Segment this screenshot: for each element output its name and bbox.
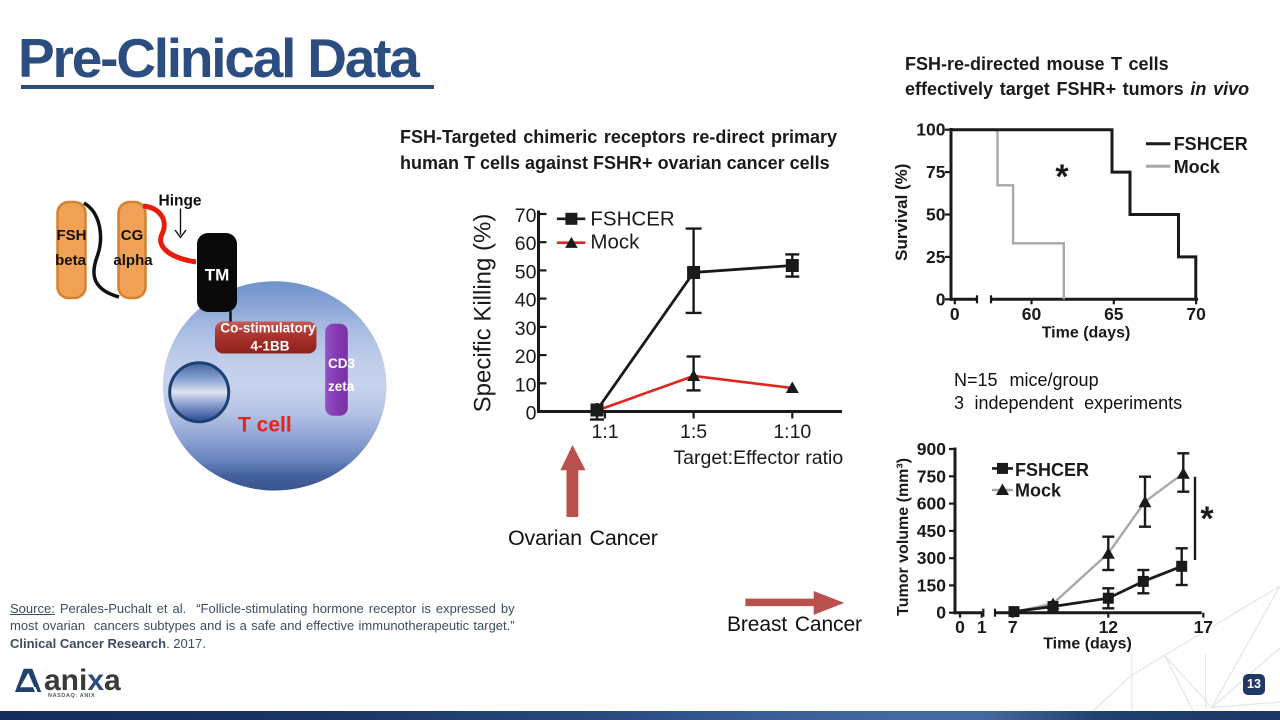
svg-text:10: 10 bbox=[515, 374, 537, 396]
svg-text:0: 0 bbox=[936, 289, 946, 309]
svg-text:CG: CG bbox=[121, 227, 144, 244]
svg-text:1:5: 1:5 bbox=[680, 421, 707, 443]
svg-text:20: 20 bbox=[515, 346, 537, 368]
svg-text:alpha: alpha bbox=[113, 252, 153, 269]
svg-text:65: 65 bbox=[1104, 304, 1124, 324]
svg-text:Target:Effector ratio: Target:Effector ratio bbox=[673, 447, 843, 469]
svg-text:TM: TM bbox=[205, 266, 230, 285]
svg-text:1:1: 1:1 bbox=[591, 421, 618, 443]
svg-text:FSHCER: FSHCER bbox=[1015, 460, 1089, 480]
svg-text:CD3: CD3 bbox=[328, 356, 355, 371]
svg-text:*: * bbox=[1055, 158, 1069, 196]
svg-text:Tumor volume (mm³): Tumor volume (mm³) bbox=[895, 458, 912, 616]
svg-text:900: 900 bbox=[917, 439, 946, 459]
svg-text:0: 0 bbox=[955, 617, 965, 637]
svg-text:30: 30 bbox=[515, 318, 537, 340]
svg-text:12: 12 bbox=[1099, 617, 1119, 637]
svg-text:zeta: zeta bbox=[328, 379, 355, 394]
svg-text:17: 17 bbox=[1194, 617, 1213, 637]
svg-text:FSHCER: FSHCER bbox=[1174, 134, 1248, 154]
svg-text:4-1BB: 4-1BB bbox=[250, 339, 289, 354]
svg-text:T cell: T cell bbox=[238, 414, 292, 437]
svg-text:Survival (%): Survival (%) bbox=[892, 164, 911, 261]
svg-text:300: 300 bbox=[917, 548, 946, 568]
svg-text:600: 600 bbox=[917, 494, 946, 514]
svg-text:750: 750 bbox=[917, 466, 946, 486]
svg-text:100: 100 bbox=[916, 120, 945, 140]
svg-text:beta: beta bbox=[55, 252, 87, 269]
svg-text:60: 60 bbox=[1022, 304, 1042, 324]
svg-text:FSHCER: FSHCER bbox=[590, 207, 674, 230]
svg-text:1:10: 1:10 bbox=[773, 421, 811, 443]
svg-text:Time (days): Time (days) bbox=[1042, 325, 1131, 342]
svg-text:60: 60 bbox=[515, 233, 537, 255]
svg-text:Co-stimulatory: Co-stimulatory bbox=[220, 321, 316, 336]
svg-text:75: 75 bbox=[926, 162, 946, 182]
svg-text:*: * bbox=[1200, 500, 1214, 538]
svg-text:Mock: Mock bbox=[1174, 157, 1221, 177]
svg-text:Hinge: Hinge bbox=[159, 193, 202, 210]
svg-text:1: 1 bbox=[977, 617, 987, 637]
svg-text:FSH: FSH bbox=[57, 227, 87, 244]
svg-text:50: 50 bbox=[515, 261, 537, 283]
svg-text:150: 150 bbox=[917, 575, 946, 595]
svg-text:40: 40 bbox=[515, 290, 537, 312]
svg-text:Time (days): Time (days) bbox=[1043, 636, 1132, 653]
svg-text:50: 50 bbox=[926, 205, 946, 225]
svg-text:0: 0 bbox=[950, 304, 960, 324]
svg-text:70: 70 bbox=[515, 205, 537, 227]
svg-text:0: 0 bbox=[526, 403, 537, 425]
svg-text:25: 25 bbox=[926, 247, 946, 267]
svg-text:70: 70 bbox=[1186, 304, 1206, 324]
svg-text:Mock: Mock bbox=[1015, 481, 1062, 501]
svg-text:0: 0 bbox=[936, 603, 946, 623]
svg-text:Specific Killing (%): Specific Killing (%) bbox=[470, 214, 497, 413]
svg-text:Mock: Mock bbox=[590, 231, 640, 254]
svg-text:450: 450 bbox=[917, 521, 946, 541]
svg-text:7: 7 bbox=[1008, 617, 1018, 637]
